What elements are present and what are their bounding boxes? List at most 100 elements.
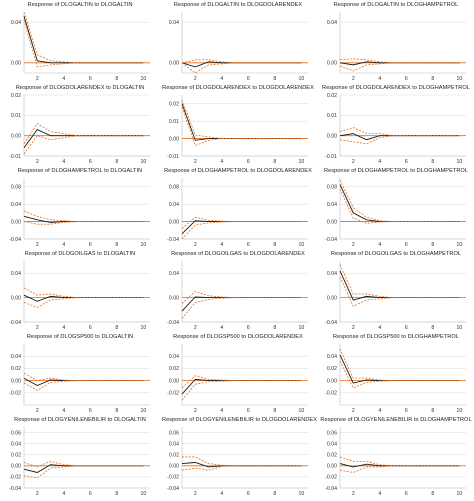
irf-plot: 0.04 0.00 -0.04 2 4 6 8 10 bbox=[9, 261, 150, 331]
irf-plot: 0.04 0.00 2 4 6 8 10 bbox=[327, 12, 466, 82]
y-tick-label: 0.00 bbox=[11, 61, 21, 67]
y-tick-label: -0.04 bbox=[9, 486, 21, 492]
lower-band-line bbox=[339, 465, 460, 473]
y-tick-label: 0.00 bbox=[169, 219, 179, 225]
x-tick-label: 6 bbox=[89, 76, 92, 82]
y-tick-label: 0.01 bbox=[11, 113, 21, 119]
x-tick-label: 10 bbox=[298, 408, 304, 414]
response-line bbox=[23, 129, 144, 149]
y-tick-label: 0.04 bbox=[11, 20, 21, 26]
y-tick-label: -0.04 bbox=[325, 237, 337, 243]
y-tick-label: 0.00 bbox=[169, 464, 179, 470]
x-tick-label: 4 bbox=[220, 408, 223, 414]
x-tick-label: 6 bbox=[405, 242, 408, 248]
y-tick-label: 0.04 bbox=[327, 354, 337, 360]
x-tick-label: 10 bbox=[298, 76, 304, 82]
y-tick-label: -0.02 bbox=[9, 391, 21, 397]
irf-plot: 0.08 0.04 0.00 -0.04 2 4 6 8 10 bbox=[9, 178, 150, 248]
irf-plot: 0.04 0.00 -0.04 2 4 6 8 10 bbox=[167, 261, 308, 331]
y-tick-label: 0.01 bbox=[169, 119, 179, 125]
panel-title: Response of DLOGALTIN to DLOGALTIN bbox=[27, 2, 133, 8]
x-tick-label: 4 bbox=[220, 242, 223, 248]
x-tick-label: 8 bbox=[273, 242, 276, 248]
upper-band-line bbox=[339, 456, 460, 467]
lower-band-line bbox=[181, 221, 302, 240]
irf-panel: Response of DLOGYENILENEBILIR to DLOGHAM… bbox=[316, 415, 474, 498]
y-tick-label: -0.04 bbox=[325, 320, 337, 326]
irf-plot: 0.08 0.04 0.00 -0.04 2 4 6 8 10 bbox=[325, 178, 466, 248]
x-tick-label: 2 bbox=[36, 408, 39, 414]
panel-title: Response of DLOGDOLARENDEX to DLOGDOLARE… bbox=[162, 85, 314, 91]
upper-band-line bbox=[181, 216, 302, 229]
upper-band-line bbox=[339, 58, 460, 64]
x-tick-label: 10 bbox=[140, 76, 146, 82]
y-tick-label: 0.02 bbox=[11, 93, 21, 99]
x-tick-label: 4 bbox=[378, 325, 381, 331]
x-tick-label: 10 bbox=[140, 408, 146, 414]
y-tick-label: 0.06 bbox=[169, 430, 179, 436]
y-tick-label: 0.04 bbox=[169, 202, 179, 208]
y-tick-label: 0.00 bbox=[11, 378, 21, 384]
y-tick-label: 0.00 bbox=[169, 295, 179, 301]
x-tick-label: 4 bbox=[62, 491, 65, 497]
x-tick-label: 2 bbox=[352, 491, 355, 497]
lower-band-line bbox=[23, 221, 144, 225]
x-tick-label: 6 bbox=[247, 76, 250, 82]
panel-title: Response of DLOGHAMPETROL to DLOGALTIN bbox=[17, 168, 143, 174]
x-tick-label: 6 bbox=[89, 491, 92, 497]
x-tick-label: 2 bbox=[194, 159, 197, 165]
irf-panel: Response of DLOGHAMPETROL to DLOGHAMPETR… bbox=[316, 166, 474, 249]
response-line bbox=[181, 103, 302, 141]
lower-band-line bbox=[181, 380, 302, 401]
x-tick-label: 2 bbox=[352, 159, 355, 165]
irf-plot: 0.04 0.02 0.00 -0.02 2 4 6 8 10 bbox=[9, 344, 150, 414]
panel-title: Response of DLOGDOLARENDEX to DLOGALTIN bbox=[15, 85, 145, 91]
x-tick-label: 4 bbox=[62, 76, 65, 82]
x-tick-label: 2 bbox=[352, 408, 355, 414]
x-tick-label: 8 bbox=[273, 491, 276, 497]
y-tick-label: 0.04 bbox=[11, 202, 21, 208]
x-tick-label: 2 bbox=[194, 76, 197, 82]
y-tick-label: -0.02 bbox=[167, 475, 179, 481]
y-tick-label: 0.00 bbox=[327, 295, 337, 301]
x-tick-label: 4 bbox=[378, 408, 381, 414]
x-tick-label: 2 bbox=[352, 242, 355, 248]
x-tick-label: 8 bbox=[115, 325, 118, 331]
y-tick-label: 0.04 bbox=[169, 354, 179, 360]
y-tick-label: 0.02 bbox=[169, 453, 179, 459]
panel-title: Response of DLOGYENILENEBILIR to DLOGHAM… bbox=[320, 417, 472, 423]
x-tick-label: 6 bbox=[247, 159, 250, 165]
y-tick-label: 0.00 bbox=[169, 378, 179, 384]
irf-plot: 0.04 0.00 2 4 6 8 10 bbox=[11, 11, 150, 82]
upper-band-line bbox=[23, 287, 144, 298]
y-tick-label: 0.00 bbox=[327, 378, 337, 384]
y-tick-label: 0.00 bbox=[327, 464, 337, 470]
response-line bbox=[339, 463, 460, 468]
irf-plot: 0.06 0.04 0.02 0.00 -0.02 -0.04 2 4 6 8 10 bbox=[325, 427, 466, 497]
irf-plot: 0.02 0.01 0.00 -0.01 2 4 6 8 10 bbox=[325, 93, 466, 165]
lower-band-line bbox=[339, 360, 460, 389]
irf-panel: Response of DLOGHAMPETROL to DLOGALTIN 0.… bbox=[0, 166, 158, 249]
x-tick-label: 2 bbox=[194, 325, 197, 331]
y-tick-label: 0.04 bbox=[327, 202, 337, 208]
y-tick-label: 0.00 bbox=[327, 219, 337, 225]
x-tick-label: 8 bbox=[115, 76, 118, 82]
x-tick-label: 2 bbox=[36, 159, 39, 165]
x-tick-label: 10 bbox=[456, 159, 462, 165]
response-line bbox=[23, 377, 144, 386]
x-tick-label: 6 bbox=[405, 491, 408, 497]
irf-panel: Response of DLOGOILGAS to DLOGALTIN 0.04 0… bbox=[0, 249, 158, 332]
y-tick-label: -0.01 bbox=[9, 154, 21, 160]
x-tick-label: 6 bbox=[89, 408, 92, 414]
x-tick-label: 4 bbox=[378, 242, 381, 248]
x-tick-label: 4 bbox=[62, 242, 65, 248]
y-tick-label: 0.08 bbox=[11, 185, 21, 191]
panel-title: Response of DLOGOILGAS to DLOGDOLARENDEX bbox=[171, 251, 305, 257]
y-tick-label: 0.04 bbox=[169, 20, 179, 26]
y-tick-label: 0.00 bbox=[169, 61, 179, 67]
x-tick-label: 4 bbox=[378, 159, 381, 165]
lower-band-line bbox=[181, 62, 302, 74]
x-tick-label: 10 bbox=[456, 242, 462, 248]
response-line bbox=[339, 354, 460, 384]
lower-band-line bbox=[23, 297, 144, 308]
